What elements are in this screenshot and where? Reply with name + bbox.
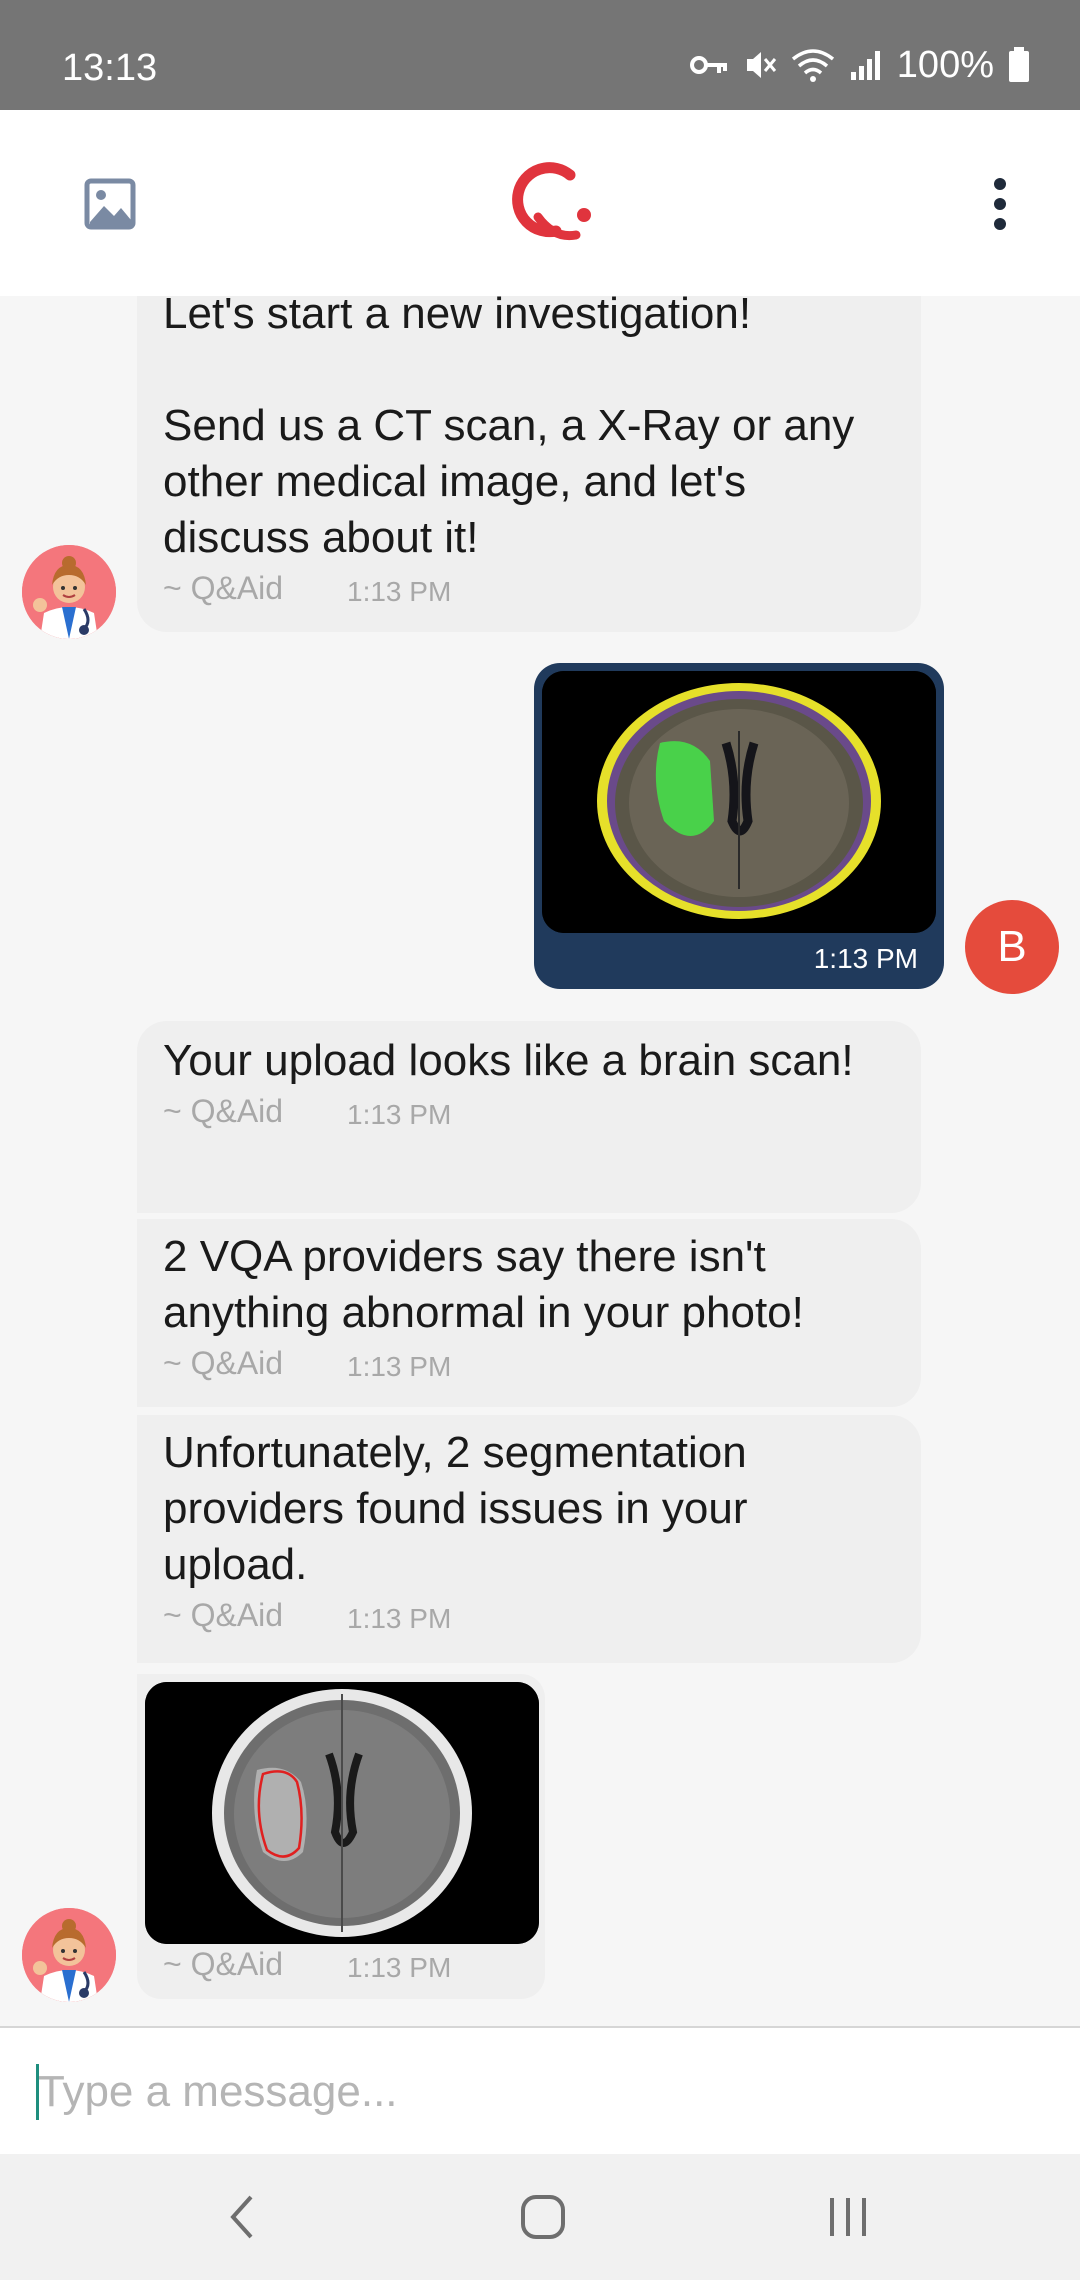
message-bubble: 2 VQA providers say there isn't anything… — [137, 1219, 921, 1407]
recents-icon — [830, 2198, 866, 2236]
message-sender: ~ Q&Aid — [163, 1345, 284, 1381]
segmentation-image-message[interactable]: ~ Q&Aid 1:13 PM — [137, 1674, 545, 1999]
message-sender: ~ Q&Aid — [163, 570, 284, 606]
message-text: Let's start a new investigation! Send us… — [163, 296, 855, 562]
message-sender: ~ Q&Aid — [163, 1597, 284, 1633]
bot-avatar — [22, 545, 116, 639]
message-bubble: Unfortunately, 2 segmentation providers … — [137, 1415, 921, 1663]
message-time: 1:13 PM — [347, 1351, 452, 1382]
signal-icon — [850, 51, 880, 80]
home-button[interactable] — [503, 2182, 583, 2252]
message-time: 1:13 PM — [347, 1952, 452, 1983]
message-bubble: Your upload looks like a brain scan! ~ Q… — [137, 1021, 921, 1213]
message-text: Unfortunately, 2 segmentation providers … — [163, 1428, 748, 1589]
system-navigation-bar — [0, 2154, 1080, 2280]
segmentation-result-image[interactable] — [145, 1682, 539, 1944]
doctor-avatar-icon — [22, 1908, 116, 2002]
battery-percentage: 100% — [896, 44, 994, 86]
doctor-avatar-icon — [22, 545, 116, 639]
uploaded-brain-scan-image[interactable] — [542, 671, 936, 933]
status-time: 13:13 — [62, 47, 158, 89]
message-sender: ~ Q&Aid — [163, 1946, 284, 1982]
recents-button[interactable] — [808, 2182, 888, 2252]
message-meta: ~ Q&Aid 1:13 PM — [163, 1946, 523, 1990]
app-bar — [0, 110, 1080, 296]
text-cursor — [36, 2064, 39, 2120]
bot-avatar — [22, 1908, 116, 2002]
status-bar: 13:13 100% — [0, 0, 1080, 110]
message-meta: ~ Q&Aid 1:13 PM — [163, 570, 895, 614]
battery-icon — [1009, 47, 1029, 82]
qaid-logo — [512, 162, 591, 241]
message-time: 1:13 PM — [347, 1099, 452, 1130]
wifi-icon — [791, 49, 834, 82]
back-button[interactable] — [202, 2182, 282, 2252]
message-text: Your upload looks like a brain scan! — [163, 1036, 854, 1085]
segmented-brain-scan-image — [145, 1682, 539, 1944]
message-sender: ~ Q&Aid — [163, 1093, 284, 1129]
message-time: 1:13 PM — [347, 1603, 452, 1634]
message-time: 1:13 PM — [347, 576, 452, 607]
mute-icon — [746, 52, 776, 78]
user-avatar: B — [965, 900, 1059, 994]
home-icon — [521, 2195, 565, 2239]
message-meta: ~ Q&Aid 1:13 PM — [163, 1597, 895, 1641]
back-icon — [230, 2195, 253, 2239]
brain-scan-image — [542, 671, 936, 933]
message-composer — [0, 2026, 1080, 2156]
message-time: 1:13 PM — [813, 943, 918, 974]
message-meta: ~ Q&Aid 1:13 PM — [163, 1345, 895, 1389]
more-vertical-icon — [994, 178, 1006, 230]
message-text: 2 VQA providers say there isn't anything… — [163, 1232, 804, 1337]
message-meta: ~ Q&Aid 1:13 PM — [163, 1093, 895, 1137]
vpn-key-icon — [689, 56, 727, 74]
image-gallery-button[interactable] — [70, 164, 150, 244]
chat-messages[interactable]: Let's start a new investigation! Send us… — [0, 296, 1080, 2026]
image-gallery-icon — [84, 178, 136, 230]
status-icons: 100% — [689, 40, 1030, 90]
message-bubble: Let's start a new investigation! Send us… — [137, 296, 921, 632]
more-options-button[interactable] — [960, 164, 1040, 244]
message-input[interactable] — [36, 2052, 1038, 2132]
outgoing-image-message[interactable]: 1:13 PM — [534, 663, 944, 989]
